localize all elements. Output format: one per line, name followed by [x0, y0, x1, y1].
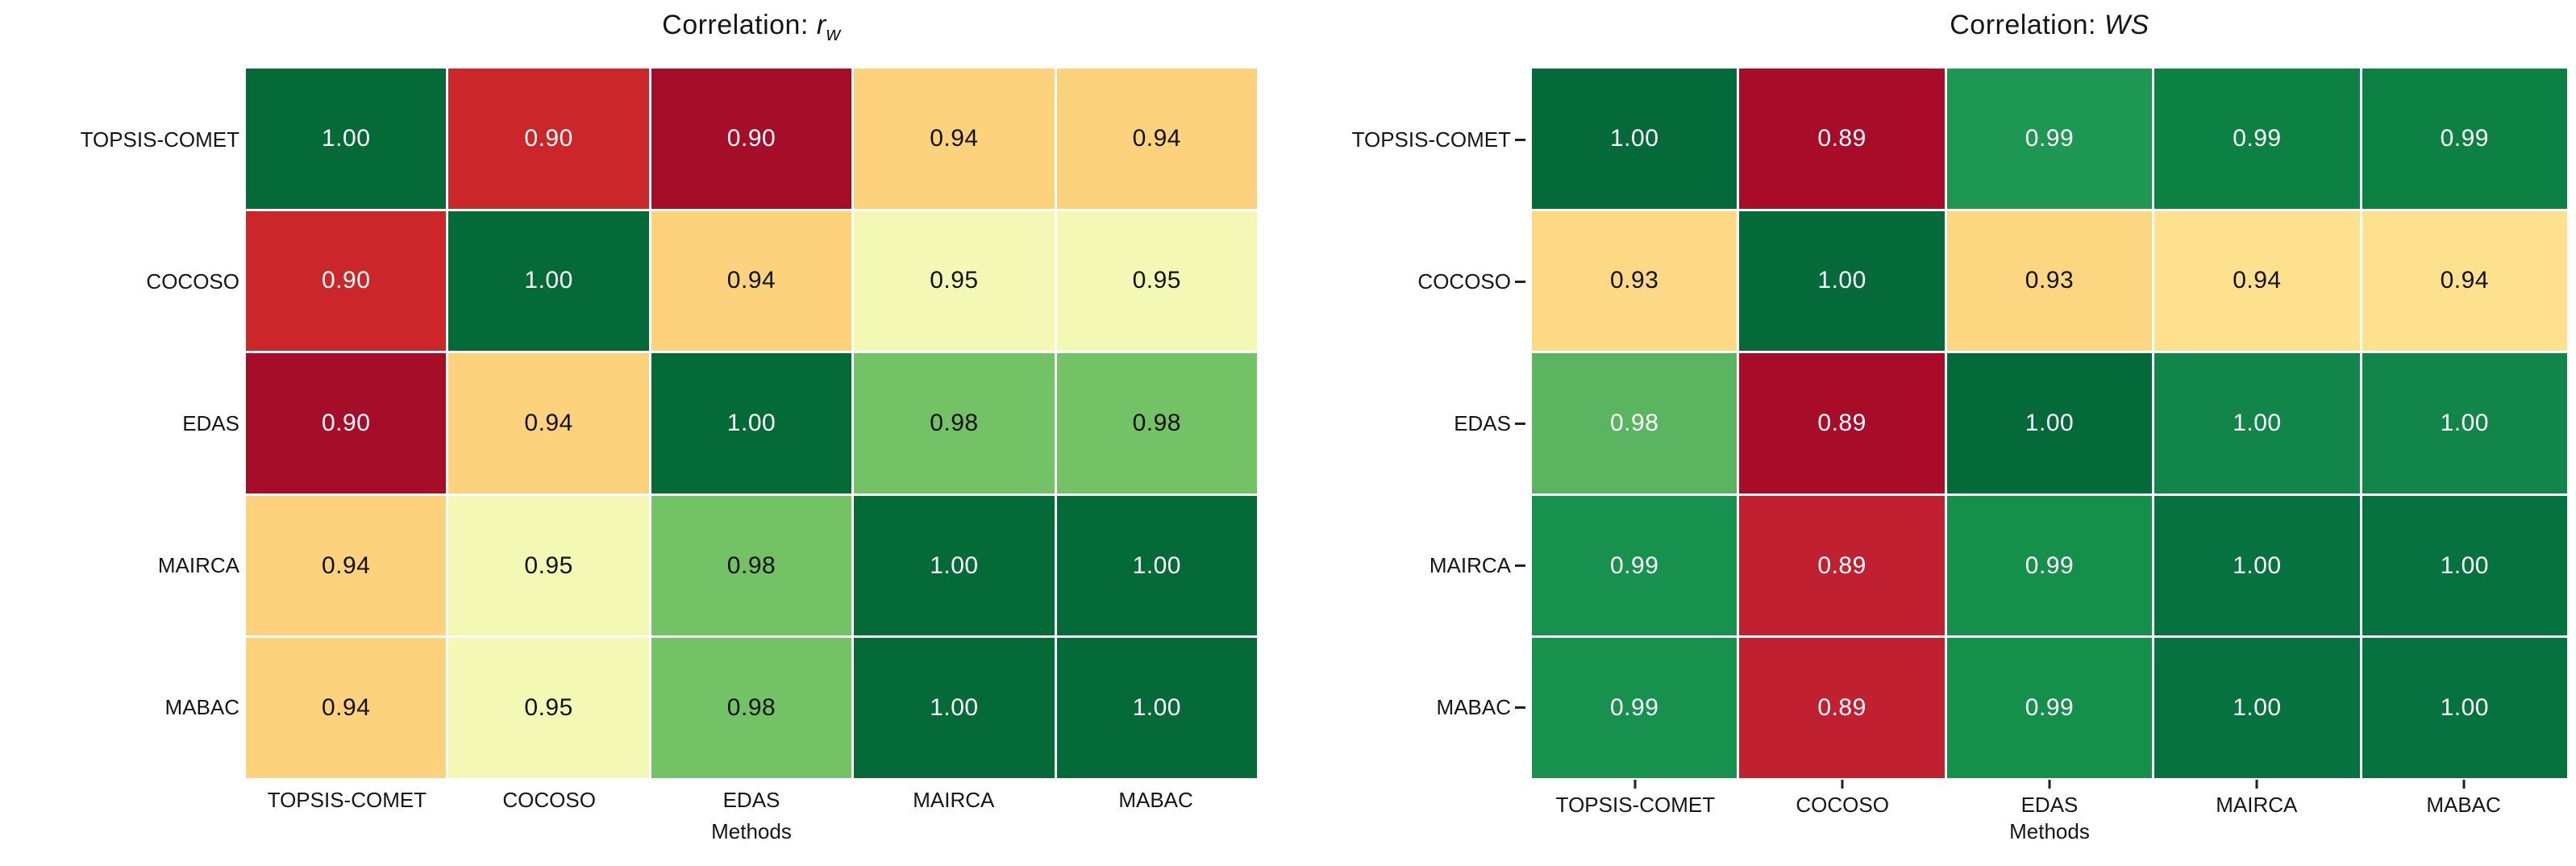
- heatmap-cell: 0.93: [1946, 210, 2153, 352]
- chart-title-symbol: WS: [2104, 10, 2149, 40]
- x-tick-label: COCOSO: [502, 788, 596, 812]
- y-tick-mark: [1515, 706, 1525, 709]
- heatmap-cell: 0.99: [1946, 495, 2153, 636]
- x-tick-label: MABAC: [1118, 788, 1193, 812]
- heatmap-cell: 0.90: [651, 69, 852, 209]
- heatmap-cell: 1.00: [1739, 210, 1945, 352]
- y-tick-label: EDAS: [182, 410, 239, 435]
- heatmap-cell: 1.00: [854, 638, 1055, 778]
- heatmap-cell: 1.00: [1056, 638, 1257, 778]
- y-tick-label: COCOSO: [146, 269, 239, 294]
- x-tick-label: MAIRCA: [2153, 780, 2360, 818]
- heatmap-cell: 0.95: [448, 638, 649, 778]
- heatmap-cell: 0.93: [1532, 210, 1737, 352]
- heatmap-cell: 0.90: [246, 210, 447, 352]
- heatmap-cell: 0.94: [651, 210, 852, 352]
- heatmap-cell: 1.00: [448, 210, 649, 352]
- x-axis-title: Methods: [2009, 819, 2090, 843]
- heatmap-cell: 0.89: [1739, 495, 1945, 636]
- chart-title-subscript: w: [826, 23, 841, 45]
- heatmap-cell: 1.00: [1946, 353, 2153, 493]
- heatmap-cell: 0.99: [2154, 69, 2360, 209]
- heatmap-cell: 1.00: [2154, 495, 2360, 636]
- heatmap-cell: 0.99: [2362, 69, 2567, 209]
- y-tick-label: TOPSIS-COMET: [1276, 69, 1525, 210]
- heatmap-cell: 0.99: [1946, 69, 2153, 209]
- heatmap-cell: 0.99: [1532, 495, 1737, 636]
- x-tick-label: EDAS: [1946, 780, 2154, 818]
- heatmap-cell: 1.00: [2362, 638, 2567, 778]
- chart-title-prefix: Correlation:: [662, 10, 817, 40]
- x-tick-label: MABAC: [2360, 780, 2567, 818]
- x-tick-label: TOPSIS-COMET: [267, 788, 427, 812]
- heatmap-cell: 0.94: [854, 69, 1055, 209]
- x-tick-label: MAIRCA: [913, 788, 995, 812]
- heatmap-cell: 0.94: [246, 495, 447, 636]
- heatmap-cell: 0.99: [1946, 638, 2153, 778]
- x-axis-labels: TOPSIS-COMET COCOSO EDAS MAIRCA MABAC: [246, 780, 1257, 813]
- heatmap-cell: 0.89: [1739, 638, 1945, 778]
- heatmap-cell: 0.95: [1056, 210, 1257, 352]
- y-tick-label: MAIRCA: [1276, 494, 1525, 636]
- heatmap-cell: 1.00: [651, 353, 852, 493]
- y-tick-mark: [1515, 422, 1525, 425]
- heatmap-cell: 1.00: [1056, 495, 1257, 636]
- heatmap-cell: 0.98: [1056, 353, 1257, 493]
- x-axis-title: Methods: [711, 819, 792, 843]
- heatmap-cell: 0.89: [1739, 69, 1945, 209]
- heatmap-cell: 0.98: [651, 638, 852, 778]
- y-tick-label: MABAC: [1276, 636, 1525, 778]
- chart-title-symbol: r: [816, 10, 826, 40]
- heatmap-cell: 0.89: [1739, 353, 1945, 493]
- heatmap-cell: 0.94: [1056, 69, 1257, 209]
- heatmap-cell: 1.00: [2154, 638, 2360, 778]
- x-tick-label: TOPSIS-COMET: [1532, 780, 1739, 818]
- y-axis-labels: TOPSIS-COMET COCOSO EDAS MAIRCA MABAC: [0, 69, 239, 778]
- y-tick-label: COCOSO: [1276, 210, 1525, 352]
- heatmap-cell: 0.90: [448, 69, 649, 209]
- heatmap-cell: 1.00: [2154, 353, 2360, 493]
- heatmap-grid: 1.00 0.89 0.99 0.99 0.99 0.93 1.00 0.93 0.94 0.94…: [1532, 69, 2567, 778]
- heatmap-cell: 0.98: [651, 495, 852, 636]
- y-tick-mark: [1515, 564, 1525, 567]
- x-tick-label: EDAS: [722, 788, 780, 812]
- heatmap-cell: 0.95: [448, 495, 649, 636]
- heatmap-cell: 0.94: [2362, 210, 2567, 352]
- heatmap-cell: 0.94: [246, 638, 447, 778]
- x-tick-label: COCOSO: [1739, 780, 1946, 818]
- heatmap-cell: 1.00: [2362, 353, 2567, 493]
- y-tick-label: MAIRCA: [157, 552, 239, 577]
- y-tick-label: MABAC: [164, 694, 239, 719]
- heatmap-cell: 0.98: [1532, 353, 1737, 493]
- heatmap-cell: 0.99: [1532, 638, 1737, 778]
- heatmap-grid: 1.00 0.90 0.90 0.94 0.94 0.90 1.00 0.94 0.95 0.95…: [246, 69, 1257, 778]
- chart-title-rw: Correlation: rw: [246, 10, 1257, 46]
- heatmap-cell: 0.90: [246, 353, 447, 493]
- chart-title-prefix: Correlation:: [1950, 10, 2104, 40]
- heatmap-cell: 0.94: [448, 353, 649, 493]
- heatmap-cell: 1.00: [1532, 69, 1737, 209]
- heatmap-cell: 1.00: [246, 69, 447, 209]
- y-tick-label: TOPSIS-COMET: [80, 127, 239, 152]
- heatmap-cell: 1.00: [854, 495, 1055, 636]
- y-tick-mark: [1515, 138, 1525, 141]
- heatmap-cell: 0.95: [854, 210, 1055, 352]
- x-axis-labels: TOPSIS-COMET COCOSO EDAS MAIRCA MABAC: [1532, 780, 2567, 818]
- y-tick-mark: [1515, 280, 1525, 283]
- y-tick-label: EDAS: [1276, 352, 1525, 494]
- heatmap-cell: 0.98: [854, 353, 1055, 493]
- chart-title-ws: Correlation: WS: [1532, 10, 2567, 46]
- heatmap-cell: 1.00: [2362, 495, 2567, 636]
- heatmap-cell: 0.94: [2154, 210, 2360, 352]
- y-axis-labels: TOPSIS-COMET COCOSO EDAS MAIRCA MABAC: [1276, 69, 1525, 778]
